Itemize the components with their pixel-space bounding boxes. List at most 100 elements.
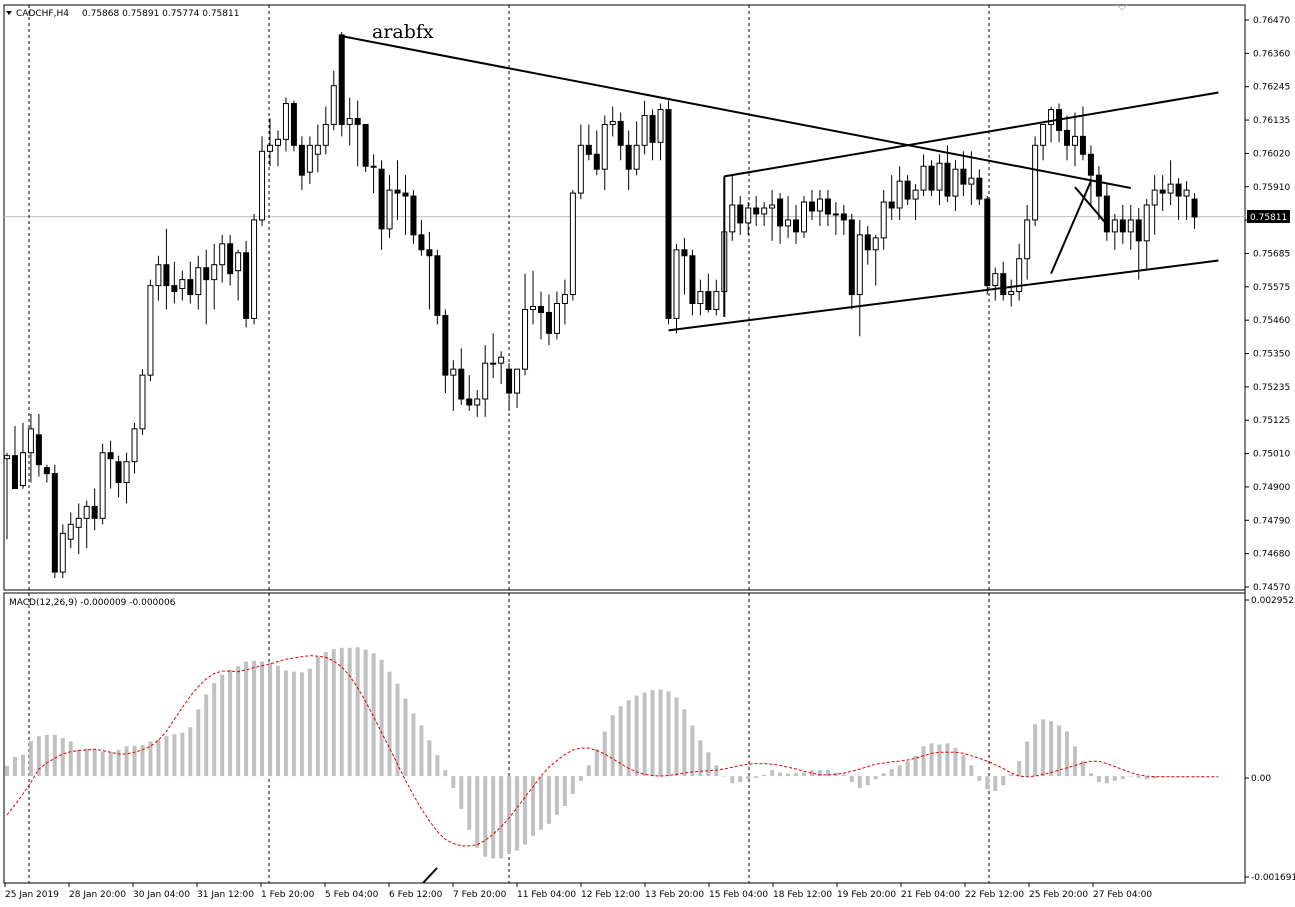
scroll-marker-icon[interactable] <box>1116 4 1128 11</box>
candle-17 <box>139 369 146 435</box>
macd-bar <box>546 776 551 824</box>
candle-141 <box>1127 205 1134 250</box>
candle-59 <box>474 390 481 417</box>
candle-144 <box>1151 175 1158 235</box>
macd-bar <box>841 774 846 777</box>
bear-candle-body <box>665 109 672 319</box>
candle-70 <box>561 279 568 325</box>
macd-bar <box>443 770 448 777</box>
macd-bar <box>778 772 783 777</box>
candle-123 <box>984 196 991 295</box>
bull-candle-body <box>139 374 146 430</box>
bull-candle-body <box>155 264 162 287</box>
candle-3 <box>27 413 34 483</box>
macd-bar <box>937 744 942 777</box>
watermark-text: arabfx <box>372 21 434 43</box>
candle-47 <box>378 160 385 250</box>
candle-88 <box>705 273 712 313</box>
macd-bar <box>586 765 591 777</box>
bull-candle-body <box>4 455 10 460</box>
candle-143 <box>1143 199 1150 271</box>
bear-candle-body <box>944 162 951 197</box>
macd-bar <box>897 765 902 777</box>
bear-candle-body <box>984 198 991 287</box>
bull-candle-body <box>577 144 584 194</box>
candle-62 <box>498 351 505 385</box>
bear-candle-body <box>298 144 305 176</box>
macd-bar <box>371 653 376 777</box>
candle-52 <box>418 219 425 256</box>
candle-107 <box>856 219 863 337</box>
candle-115 <box>920 154 927 197</box>
candle-89 <box>713 279 720 316</box>
macd-bar <box>204 694 209 777</box>
candle-77 <box>617 112 624 161</box>
time-tick-label: 27 Feb 04:00 <box>1093 890 1152 900</box>
candle-119 <box>952 160 959 211</box>
bull-candle-body <box>123 461 130 484</box>
candle-25 <box>203 249 210 325</box>
bull-candle-body <box>75 517 82 528</box>
bull-candle-body <box>314 144 321 155</box>
candle-18 <box>147 279 154 382</box>
macd-bar <box>786 773 791 777</box>
candle-50 <box>402 175 409 235</box>
bear-candle-body <box>410 195 417 236</box>
macd-bar <box>1168 776 1173 777</box>
macd-bar <box>905 761 910 777</box>
macd-bar <box>140 745 145 777</box>
bull-candle-body <box>641 114 648 146</box>
bear-candle-body <box>91 505 98 519</box>
candle-11 <box>91 488 98 531</box>
bull-candle-body <box>1016 258 1023 293</box>
macd-bar <box>124 746 129 777</box>
candle-97 <box>777 193 784 244</box>
macd-bar <box>499 776 504 859</box>
macd-bar <box>1049 721 1054 777</box>
bear-candle-body <box>35 434 42 466</box>
bull-candle-body <box>259 150 266 221</box>
candle-26 <box>211 243 218 310</box>
candle-4 <box>35 413 42 477</box>
candle-87 <box>697 279 704 316</box>
macd-bar <box>881 773 886 777</box>
macd-bar <box>738 776 743 783</box>
bull-candle-body <box>27 428 34 454</box>
candle-73 <box>585 124 592 161</box>
time-tick-label: 30 Jan 04:00 <box>133 890 190 900</box>
current-price-value: 0.75811 <box>1250 213 1287 223</box>
bull-candle-body <box>745 207 752 224</box>
macd-bar <box>411 713 416 777</box>
candlestick-series <box>4 31 1198 579</box>
time-tick-label: 15 Feb 04:00 <box>709 890 768 900</box>
triangle-down-icon[interactable] <box>6 11 12 15</box>
bull-candle-body <box>386 189 393 230</box>
price-tick-label: 0.75125 <box>1253 416 1290 426</box>
bull-candle-body <box>569 192 576 296</box>
bear-candle-body <box>1135 219 1142 242</box>
macd-bar <box>578 776 583 781</box>
bear-candle-body <box>681 249 688 257</box>
bull-candle-body <box>195 267 202 296</box>
macd-bar <box>1025 741 1030 777</box>
macd-bar <box>730 776 735 784</box>
candle-6 <box>51 464 58 579</box>
bear-candle-body <box>888 201 895 209</box>
candle-104 <box>832 202 839 235</box>
candle-71 <box>569 190 576 301</box>
bull-candle-body <box>1040 123 1047 146</box>
macd-bar <box>794 773 799 777</box>
price-tick-label: 0.75685 <box>1253 249 1290 259</box>
bear-candle-body <box>545 311 552 334</box>
candle-36 <box>290 100 297 152</box>
bull-candle-body <box>370 165 377 168</box>
candle-58 <box>466 375 473 411</box>
bull-candle-body <box>147 285 154 376</box>
bull-candle-body <box>211 264 218 281</box>
macd-bar <box>459 776 464 809</box>
candle-149 <box>1191 193 1198 229</box>
bear-candle-body <box>354 117 361 125</box>
price-tick-label: 0.74900 <box>1253 483 1290 493</box>
trendline-5 <box>1074 186 1108 226</box>
bear-candle-body <box>593 153 600 170</box>
